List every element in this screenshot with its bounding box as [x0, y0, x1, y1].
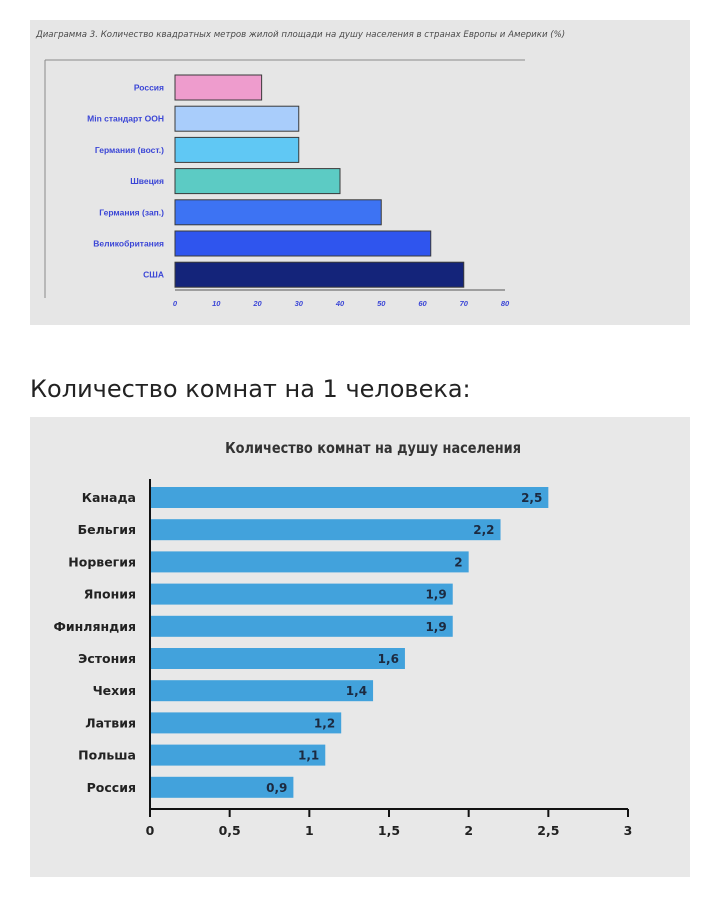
chart-2-x-tick-label: 1,5 — [378, 823, 400, 838]
chart-2-plot: Канада 2,5 Бельгия 2,2 Норвегия 2 Япония 1,9 Фин… — [54, 479, 633, 838]
chart-1-bar — [174, 105, 300, 132]
chart-1-x-tick-label: 80 — [501, 299, 510, 308]
chart-1-category-label: Min стандарт ООН — [87, 114, 164, 124]
chart-1-category-label: Германия (вост.) — [95, 145, 164, 155]
chart-2-bar — [151, 487, 549, 508]
chart-2-x-tick-label: 1 — [305, 823, 314, 838]
chart-1-bar — [174, 168, 341, 195]
chart-2-value-label: 1,9 — [425, 620, 446, 634]
chart-1-category-label: Великобритания — [93, 239, 164, 249]
chart-2-category-label: Польша — [78, 748, 136, 763]
chart-2-x-tick-label: 0 — [146, 823, 155, 838]
chart-2-value-label: 1,6 — [378, 652, 399, 666]
chart-2-value-label: 2,2 — [473, 523, 494, 537]
chart-2-bar — [151, 551, 469, 573]
chart-2-category-label: Латвия — [85, 715, 136, 730]
chart-2-value-label: 1,9 — [425, 588, 446, 602]
chart-1-x-tick-label: 30 — [295, 299, 304, 308]
chart-2-x-tick-label: 0,5 — [219, 823, 241, 838]
chart-1-bar — [174, 74, 263, 101]
chart-2-category-label: Чехия — [93, 683, 136, 698]
chart-2-x-tick-label: 2,5 — [537, 823, 559, 838]
chart-2-category-label: Бельгия — [78, 522, 136, 537]
chart-2-panel: Количество комнат на душу населения Кана… — [30, 417, 690, 877]
chart-2-bar — [151, 744, 326, 766]
chart-1-category-label: Швеция — [130, 176, 164, 186]
chart-1-category-label: Германия (зап.) — [99, 207, 164, 217]
chart-2-x-tick-label: 2 — [464, 823, 473, 838]
chart-1-x-tick-label: 20 — [252, 299, 262, 308]
chart-1-plot: Россия Min стандарт ООН Германия (вост.) Шв… — [44, 59, 525, 308]
chart-1-bar — [174, 261, 465, 288]
chart-2-category-label: Норвегия — [68, 554, 136, 569]
chart-1-bar — [174, 136, 300, 163]
chart-1-category-label: США — [143, 270, 164, 280]
chart-1-x-tick-label: 0 — [173, 299, 178, 308]
chart-2-value-label: 2 — [454, 555, 462, 569]
chart-1-panel: Диаграмма 3. Количество квадратных метро… — [30, 20, 690, 325]
chart-2-value-label: 0,9 — [266, 781, 287, 795]
chart-1-x-tick-label: 50 — [377, 299, 386, 308]
chart-2-value-label: 1,1 — [298, 749, 319, 763]
chart-2-value-label: 2,5 — [521, 491, 542, 505]
chart-2-category-label: Эстония — [78, 651, 136, 666]
chart-2-bar — [151, 583, 453, 605]
chart-2-x-tick-label: 3 — [624, 823, 633, 838]
chart-2-bar — [151, 648, 405, 669]
chart-2-category-label: Япония — [84, 587, 136, 602]
chart-1-title: Диаграмма 3. Количество квадратных метро… — [36, 30, 566, 40]
chart-2-title: Количество комнат на душу населения — [225, 439, 522, 457]
chart-2-category-label: Россия — [87, 780, 136, 795]
chart-1-bar — [174, 230, 432, 257]
chart-2-category-label: Канада — [82, 490, 136, 505]
chart-1-x-tick-label: 60 — [418, 299, 427, 308]
chart-2-bar — [151, 615, 453, 637]
chart-1-bar — [174, 199, 382, 226]
chart-1-x-tick-label: 70 — [460, 299, 469, 308]
chart-2-bar — [151, 519, 501, 541]
chart-2-value-label: 1,2 — [314, 716, 335, 730]
chart-2-bar — [151, 776, 294, 798]
chart-2-bar — [151, 680, 374, 702]
chart-2-value-label: 1,4 — [346, 684, 367, 698]
chart-1-x-tick-label: 40 — [335, 299, 345, 308]
chart-2-bar — [151, 712, 342, 734]
chart-1-x-tick-label: 10 — [212, 299, 221, 308]
section-heading: Количество комнат на 1 человека: — [30, 375, 471, 403]
chart-1-category-label: Россия — [134, 83, 164, 93]
chart-2-category-label: Финляндия — [54, 619, 137, 634]
